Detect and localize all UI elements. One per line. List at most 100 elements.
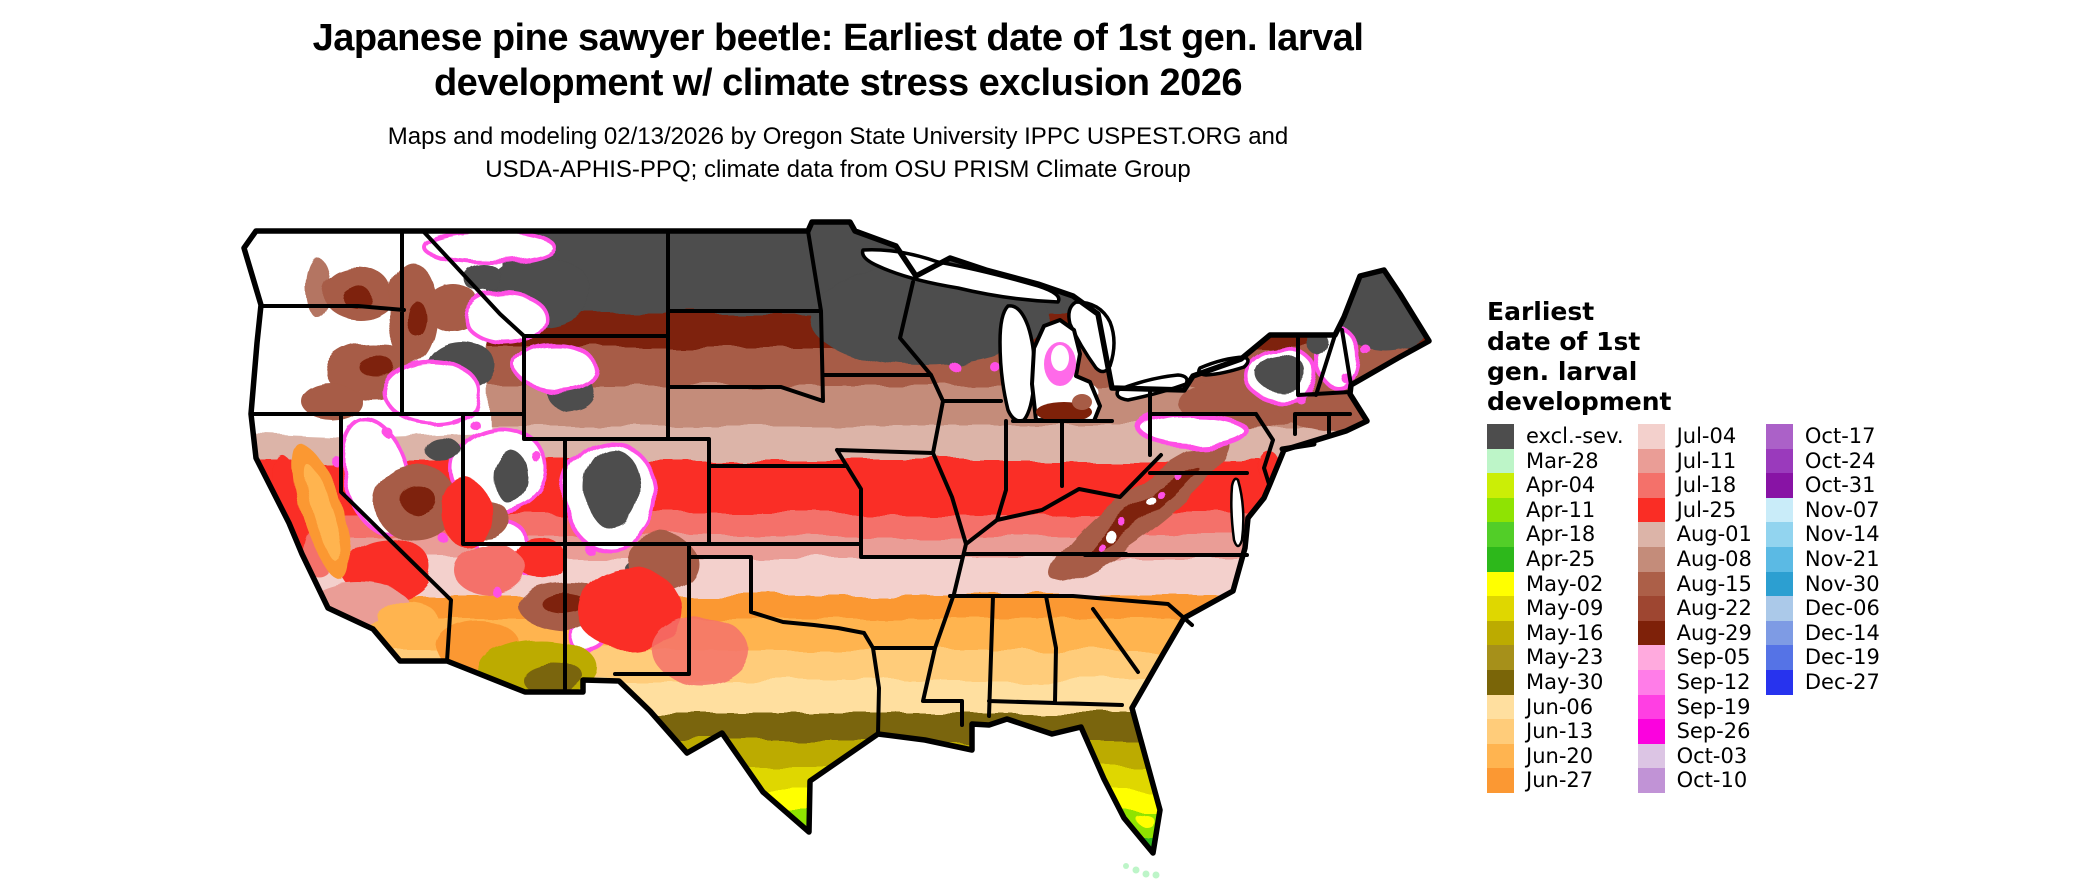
chesapeake-bay (1230, 477, 1245, 548)
legend-swatch (1487, 669, 1514, 695)
legend-label: Nov-30 (1804, 571, 1880, 596)
legend-label: May-09 (1526, 596, 1604, 621)
legend-swatch (1637, 719, 1665, 744)
legend-label: Oct-17 (1804, 424, 1876, 448)
legend-item: Nov-07 (1765, 497, 1880, 523)
legend-item: Aug-01 (1637, 522, 1752, 547)
legend-swatch (1487, 768, 1514, 793)
legend-label: Dec-14 (1804, 620, 1880, 645)
legend-item: Dec-06 (1765, 596, 1880, 621)
legend-label: Jun-13 (1526, 719, 1594, 744)
legend-swatch (1637, 743, 1665, 769)
legend-item: Jun-06 (1487, 694, 1624, 720)
legend-swatch (1637, 424, 1665, 449)
legend-item: Jul-04 (1637, 424, 1752, 449)
legend-label: Dec-27 (1804, 669, 1880, 694)
legend-swatch (1487, 473, 1514, 498)
map-color-band (244, 680, 1429, 715)
legend-label: Sep-26 (1676, 719, 1751, 744)
map-color-band (244, 810, 1429, 838)
legend-swatch (1637, 546, 1665, 572)
legend-item: Jun-27 (1487, 768, 1624, 793)
legend-label: Jul-25 (1676, 497, 1737, 522)
map-color-band (244, 790, 1429, 812)
legend-label: May-30 (1526, 669, 1604, 694)
map-color-band (244, 766, 1429, 792)
legend-label: Aug-22 (1676, 596, 1752, 621)
legend-label: Nov-14 (1804, 522, 1880, 547)
legend-item: Sep-26 (1637, 719, 1752, 744)
legend-column: excl.-sev. Mar-28 Apr-04 Apr-11 Apr-18 Apr-25… (1487, 424, 1624, 793)
legend-swatch (1637, 448, 1665, 474)
legend-item: May-30 (1487, 669, 1624, 695)
legend-item: Apr-25 (1487, 546, 1624, 572)
legend-title-line: date of 1st (1487, 327, 1641, 356)
legend-swatch (1487, 596, 1514, 621)
legend-label: Mar-28 (1526, 448, 1599, 473)
michigan-mitten (1030, 318, 1102, 423)
legend-item: Nov-21 (1765, 546, 1880, 572)
legend-label: Apr-11 (1526, 497, 1596, 522)
legend-label: Jun-06 (1526, 694, 1594, 719)
legend-label: Jun-20 (1526, 743, 1594, 768)
page-subtitle-line2: USDA-APHIS-PPQ; climate data from OSU PR… (485, 156, 1191, 183)
map-color-band (244, 713, 1429, 742)
page-title-line2: development w/ climate stress exclusion … (433, 62, 1243, 104)
legend-swatch (1765, 645, 1793, 670)
legend-item: Aug-15 (1637, 571, 1752, 597)
legend-item: Dec-19 (1765, 645, 1880, 670)
legend-label: Aug-15 (1676, 571, 1752, 596)
legend-swatch (1487, 448, 1514, 474)
legend-item: Oct-10 (1637, 768, 1752, 793)
legend-swatch (1765, 497, 1793, 523)
legend-item: Jul-18 (1637, 473, 1752, 498)
legend-swatch (1637, 473, 1665, 498)
legend-item: Nov-14 (1765, 522, 1880, 547)
page-title-line1: Japanese pine sawyer beetle: Earliest da… (312, 17, 1364, 59)
legend-label: Oct-10 (1676, 768, 1748, 793)
legend-label: Dec-06 (1804, 596, 1880, 621)
legend-item: Sep-19 (1637, 694, 1752, 720)
map-legend: Earliest date of 1st gen. larval developmen… (1487, 297, 1947, 793)
state-borders (249, 229, 1353, 736)
legend-label: Dec-19 (1804, 645, 1880, 670)
legend-swatch (1637, 522, 1665, 547)
page-subtitle-line1: Maps and modeling 02/13/2026 by Oregon S… (387, 123, 1289, 150)
legend-label: Jun-27 (1526, 768, 1594, 793)
legend-title-line: Earliest (1487, 297, 1595, 326)
legend-swatch (1765, 669, 1793, 695)
legend-item: Nov-30 (1765, 571, 1880, 597)
legend-swatch (1765, 546, 1793, 572)
legend-label: Apr-18 (1526, 522, 1596, 547)
legend-item: May-23 (1487, 645, 1624, 670)
legend-item: Jun-20 (1487, 743, 1624, 769)
legend-label: Jul-18 (1676, 473, 1737, 498)
us-map (238, 218, 1450, 888)
title-block: Japanese pine sawyer beetle: Earliest da… (0, 16, 1676, 186)
legend-item: Aug-29 (1637, 620, 1752, 646)
legend-swatch (1637, 645, 1665, 670)
legend-swatch (1637, 768, 1665, 793)
legend-label: Nov-21 (1804, 546, 1880, 571)
florida-keys (1123, 863, 1160, 879)
legend-swatch (1765, 596, 1793, 621)
legend-swatch (1637, 596, 1665, 621)
page-title: Japanese pine sawyer beetle: Earliest da… (0, 16, 1676, 106)
legend-swatch (1765, 620, 1793, 646)
legend-item: Sep-05 (1637, 645, 1752, 670)
legend-swatch (1637, 694, 1665, 720)
legend-item: May-16 (1487, 620, 1624, 646)
legend-swatch (1487, 424, 1514, 449)
map-fill-layers (244, 222, 1429, 853)
legend-swatch (1637, 497, 1665, 523)
legend-item: Aug-22 (1637, 596, 1752, 621)
legend-columns: excl.-sev. Mar-28 Apr-04 Apr-11 Apr-18 Apr-25… (1487, 424, 1947, 793)
legend-item: Dec-14 (1765, 620, 1880, 646)
legend-swatch (1487, 743, 1514, 769)
map-color-band (244, 650, 1429, 682)
legend-item: Oct-24 (1765, 448, 1880, 474)
legend-swatch (1637, 669, 1665, 695)
legend-item: Apr-04 (1487, 473, 1624, 498)
legend-title: Earliest date of 1st gen. larval developmen… (1487, 297, 1947, 417)
